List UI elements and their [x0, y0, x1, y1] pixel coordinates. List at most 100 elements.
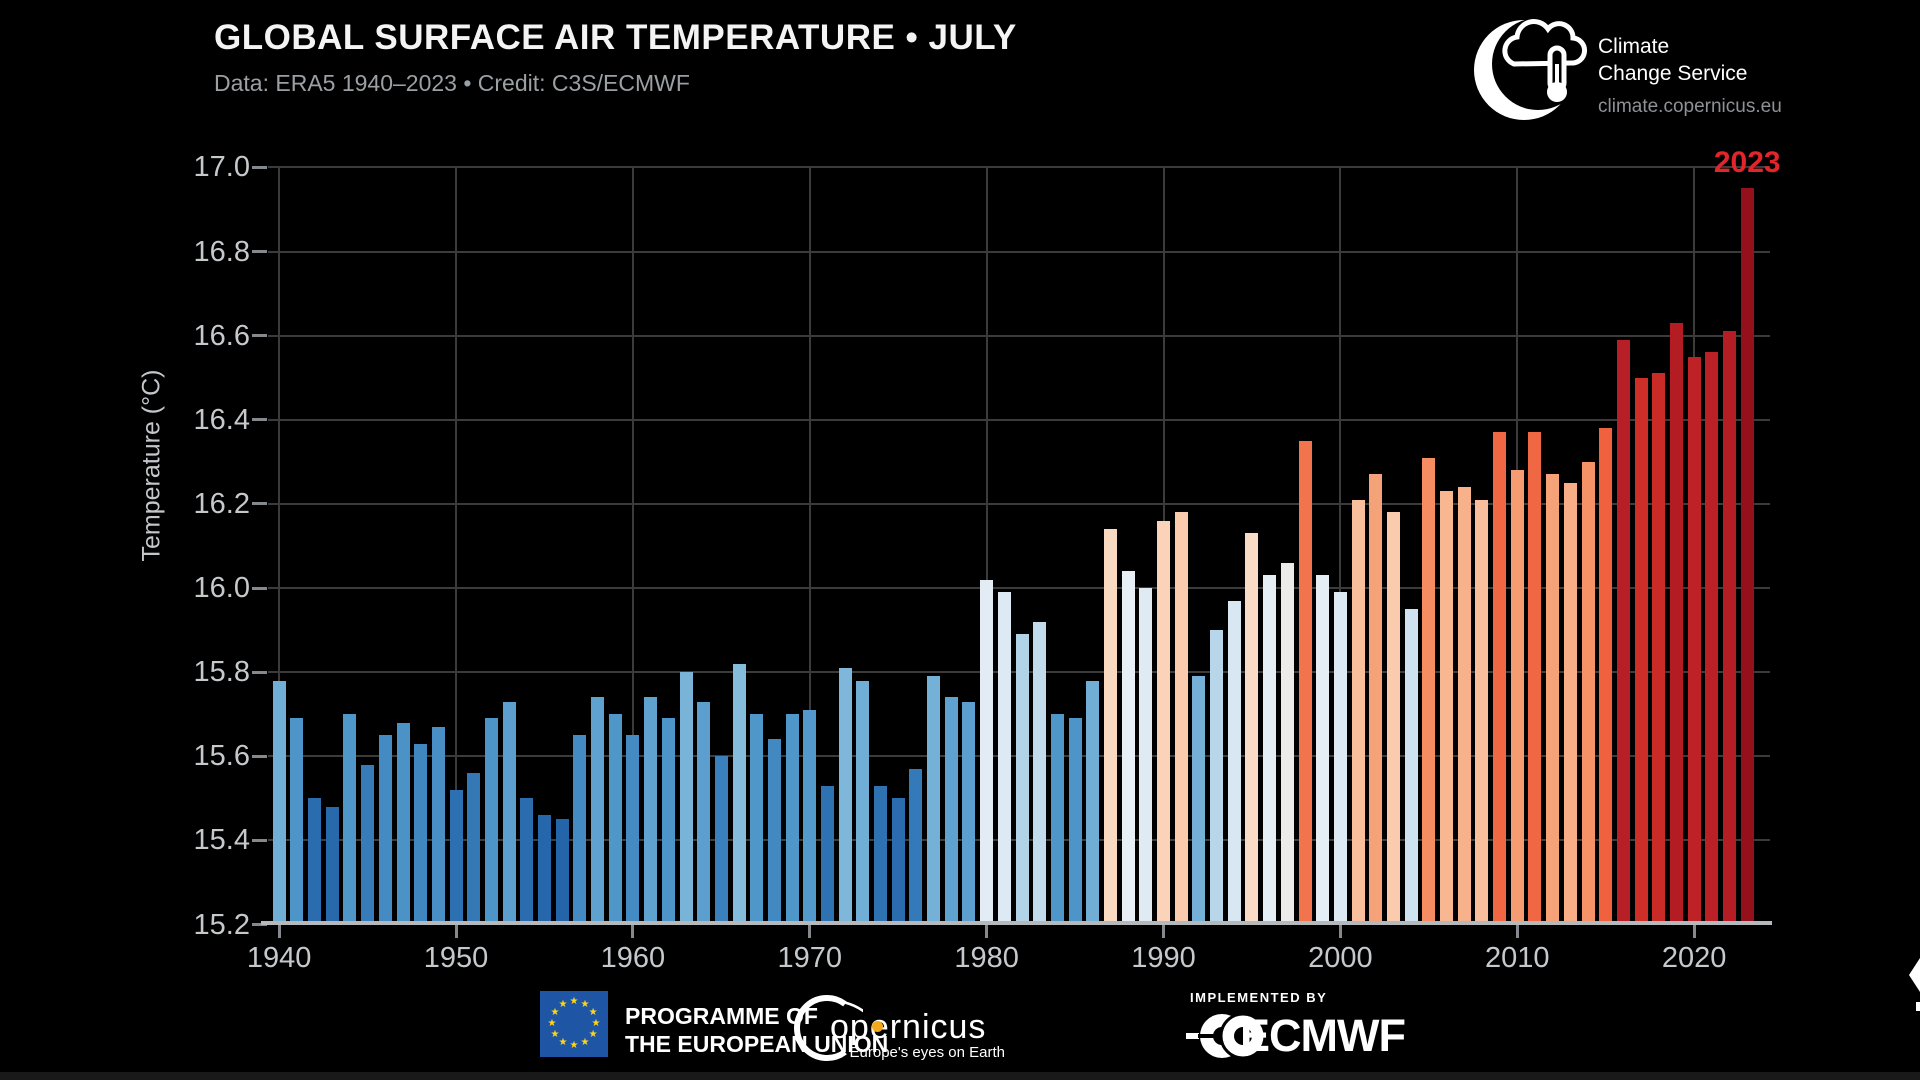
h-gridline-17.0 [268, 166, 1770, 169]
eu-star-icon: ★ [588, 1007, 598, 1018]
bar-1984 [1050, 714, 1064, 926]
bar-1996 [1263, 575, 1277, 926]
annotation-2023: 2023 [1713, 146, 1781, 180]
bar-1957 [573, 735, 587, 926]
ecmwf-logo-text: ECMWF [1240, 1010, 1406, 1061]
bar-1995 [1245, 533, 1259, 926]
bar-2019 [1669, 323, 1683, 926]
bar-1956 [555, 819, 569, 926]
x-tick-label-1970: 1970 [777, 942, 843, 974]
eu-star-icon: ★ [550, 1007, 560, 1018]
bar-1976 [909, 768, 923, 926]
bar-1975 [891, 798, 905, 926]
v-gridline-2000 [1339, 167, 1342, 925]
bar-1965 [714, 756, 728, 926]
bar-1983 [1033, 621, 1047, 926]
bar-1986 [1086, 680, 1100, 926]
x-tick-1940 [277, 925, 281, 938]
y-tick-15.6 [252, 754, 267, 758]
bar-1944 [343, 714, 357, 926]
bottom-strip [0, 1072, 1920, 1080]
bar-1963 [679, 672, 693, 926]
bar-1941 [290, 718, 304, 926]
bar-1951 [467, 773, 481, 926]
ecmwf-logo-icon [1186, 1012, 1264, 1060]
bar-2002 [1369, 474, 1383, 926]
x-tick-label-2020: 2020 [1661, 942, 1727, 974]
eu-star-icon: ★ [550, 1029, 560, 1040]
bar-1955 [538, 815, 551, 926]
x-tick-2000 [1338, 925, 1342, 938]
bar-1948 [414, 743, 428, 926]
bar-2015 [1599, 428, 1613, 926]
bar-2003 [1386, 512, 1400, 926]
bar-1978 [944, 697, 958, 926]
bar-1952 [484, 718, 498, 926]
eu-star-icon: ★ [558, 998, 568, 1010]
bar-1990 [1157, 520, 1171, 926]
bar-1988 [1121, 571, 1135, 926]
bar-2022 [1723, 331, 1737, 926]
bar-2007 [1457, 487, 1471, 926]
bar-1992 [1192, 676, 1206, 926]
edge-arrow-icon[interactable] [1909, 958, 1920, 992]
bar-1959 [608, 714, 622, 926]
bar-2005 [1422, 457, 1436, 926]
v-gridline-1950 [455, 167, 458, 925]
edge-sliver-icon [1916, 1002, 1920, 1011]
bar-1972 [838, 667, 852, 926]
bar-1953 [502, 701, 516, 926]
copernicus-logo-icon [794, 995, 863, 1061]
eu-star-icon: ★ [580, 1037, 590, 1049]
bar-1960 [626, 735, 640, 926]
bar-2013 [1563, 482, 1577, 926]
x-tick-label-1990: 1990 [1131, 942, 1196, 974]
x-tick-1960 [631, 925, 635, 938]
x-tick-1970 [808, 925, 812, 938]
bar-1958 [591, 697, 605, 926]
bar-1993 [1210, 630, 1224, 926]
h-gridline-16.2 [268, 502, 1770, 505]
bar-1968 [767, 739, 781, 926]
x-tick-2010 [1515, 925, 1519, 938]
x-tick-label-1960: 1960 [600, 942, 666, 974]
y-tick-16.8 [252, 250, 267, 254]
bar-1970 [803, 709, 817, 926]
bar-2006 [1440, 491, 1454, 926]
bar-1943 [325, 806, 339, 926]
bar-1954 [520, 798, 534, 926]
bar-1980 [980, 579, 994, 926]
y-tick-label-15.4: 15.4 [193, 824, 250, 857]
copernicus-tagline: Europe's eyes on Earth [849, 1044, 1005, 1061]
bar-1981 [997, 592, 1011, 926]
y-tick-label-15.2: 15.2 [193, 908, 250, 941]
y-tick-16.4 [252, 418, 267, 422]
y-tick-15.8 [252, 670, 267, 674]
bar-1989 [1139, 588, 1153, 926]
bar-2012 [1546, 474, 1560, 926]
y-tick-label-16.0: 16.0 [193, 572, 250, 604]
bar-2001 [1351, 499, 1365, 926]
y-axis-title: Temperature (°C) [137, 369, 166, 562]
bar-1977 [927, 676, 941, 926]
x-tick-label-1950: 1950 [423, 942, 489, 974]
y-tick-15.4 [252, 838, 267, 842]
bar-1950 [449, 789, 463, 926]
h-gridline-16.6 [268, 334, 1770, 337]
bar-2016 [1616, 339, 1630, 926]
chart-subtitle: Data: ERA5 1940–2023 • Credit: C3S/ECMWF [214, 70, 690, 96]
v-gridline-1980 [985, 167, 988, 925]
bar-2011 [1528, 432, 1542, 926]
bar-1985 [1068, 718, 1082, 926]
y-tick-label-16.2: 16.2 [193, 487, 250, 520]
x-tick-2020 [1692, 925, 1696, 938]
bar-1998 [1298, 440, 1312, 926]
v-gridline-1960 [631, 167, 634, 925]
c3s-logo-url: climate.copernicus.eu [1598, 96, 1782, 117]
bar-2020 [1687, 356, 1701, 926]
bar-1979 [962, 701, 976, 926]
x-tick-1990 [1162, 925, 1166, 938]
eu-star-icon: ★ [569, 1040, 579, 1051]
bar-1974 [874, 785, 888, 926]
y-tick-label-15.8: 15.8 [193, 656, 250, 689]
